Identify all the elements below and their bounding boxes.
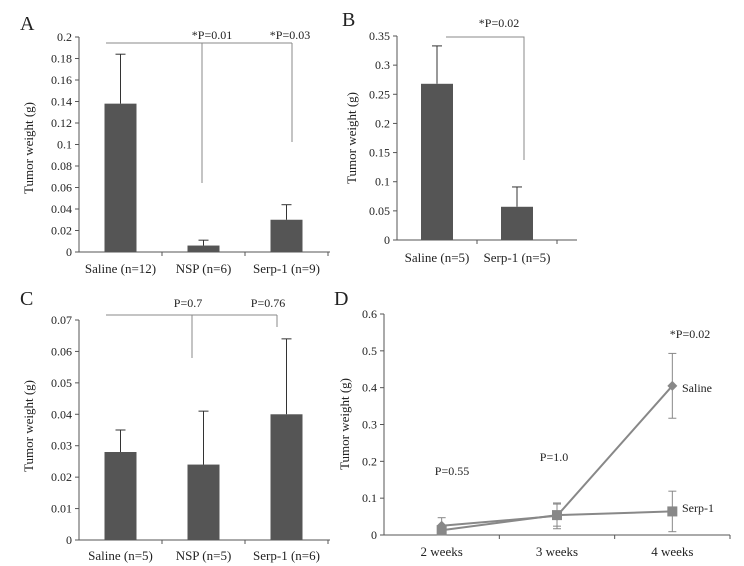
panel-a-ylabel: Tumor weight (g)	[21, 102, 36, 194]
panel-b-y-tick-label: 0.05	[369, 204, 390, 218]
panel-d-y-tick-label: 0.2	[362, 454, 377, 468]
panel-c-categories: Saline (n=5) NSP (n=5) Serp-1 (n=6)	[88, 540, 329, 563]
panel-b-y-tick-label: 0.15	[369, 146, 390, 160]
panel-c-pvalue-serp1: P=0.76	[251, 296, 285, 310]
panel-d-y-tick-label: 0.3	[362, 418, 377, 432]
panel-b-chart: Tumor weight (g) 00.050.10.150.20.250.30…	[344, 16, 577, 265]
panel-d-series	[436, 352, 678, 536]
panel-letter-c: C	[20, 288, 33, 310]
panel-letter-b: B	[342, 9, 355, 31]
panel-a-y-tick-label: 0.02	[51, 224, 72, 238]
panel-d-x-ticks: 2 weeks 3 weeks 4 weeks	[421, 535, 731, 559]
panel-c-category-label: NSP (n=5)	[176, 548, 232, 563]
panel-c-y-tick-label: 0.04	[51, 407, 72, 421]
panel-a-bars	[104, 53, 303, 253]
panel-b-y-tick-label: 0.25	[369, 87, 390, 101]
panel-d-pvalue-4wk: *P=0.02	[670, 327, 710, 341]
panel-c-bracket	[106, 314, 278, 358]
panel-a-y-ticks: 0 0.02 0.04 0.06 0.08 0.1 0.12 0.14 0.16 0.18 0.2	[51, 30, 330, 259]
panel-b-y-ticks: 0 0.05 0.1 0.15 0.2 0.25 0.3 0.35	[369, 29, 577, 247]
panel-a-bar	[270, 219, 303, 252]
panel-d-pvalue-2wk: P=0.55	[435, 464, 469, 478]
panel-c-bars	[104, 338, 303, 540]
panel-a-bar	[187, 245, 220, 252]
panel-a-pvalue-nsp: *P=0.01	[192, 28, 232, 42]
panel-a-bracket	[106, 42, 293, 183]
panel-d-y-tick-label: 0.4	[362, 381, 377, 395]
panel-c-ylabel: Tumor weight (g)	[21, 380, 36, 472]
panel-d-label-saline: Saline	[682, 381, 712, 395]
panel-d-x-tick-label: 4 weeks	[651, 544, 693, 559]
panel-d-y-tick-label: 0.6	[362, 307, 377, 321]
panel-a-y-tick-label: 0.16	[51, 73, 72, 87]
panel-d-point-saline	[667, 380, 678, 391]
panel-b-y-tick-label: 0.3	[375, 58, 390, 72]
panel-d-label-serp1: Serp-1	[682, 501, 714, 515]
panel-d-point-serp-1	[667, 506, 678, 517]
panel-a-y-tick-label: 0.2	[57, 30, 72, 44]
panel-b-ylabel: Tumor weight (g)	[344, 92, 359, 184]
panel-c-bar	[187, 464, 220, 540]
panel-b-categories: Saline (n=5) Serp-1 (n=5)	[405, 240, 558, 265]
panel-b-bar	[501, 206, 533, 240]
panel-b-y-tick-label: 0.35	[369, 29, 390, 43]
panel-b-bar	[421, 83, 453, 241]
panel-a-y-tick-label: 0.04	[51, 202, 72, 216]
panel-a-categories: Saline (n=12) NSP (n=6) Serp-1 (n=9)	[85, 252, 329, 276]
panel-d-point-serp-1	[436, 525, 447, 536]
panel-c-y-tick-label: 0.03	[51, 439, 72, 453]
panel-a-y-tick-label: 0	[66, 245, 72, 259]
panel-c-y-tick-label: 0.01	[51, 502, 72, 516]
panel-c-y-tick-label: 0.02	[51, 470, 72, 484]
panel-b-pvalue: *P=0.02	[479, 16, 519, 30]
panel-a-y-tick-label: 0.08	[51, 159, 72, 173]
panel-a-y-tick-label: 0.06	[51, 181, 72, 195]
panel-a-y-tick-label: 0.18	[51, 52, 72, 66]
panel-a-category-label: Serp-1 (n=9)	[253, 261, 320, 276]
panel-c-y-tick-label: 0	[66, 533, 72, 547]
panel-letter-d: D	[334, 288, 348, 310]
panel-b-category-label: Serp-1 (n=5)	[484, 250, 551, 265]
panel-a-category-label: NSP (n=6)	[176, 261, 232, 276]
panel-c-chart: Tumor weight (g) 0 0.01 0.02 0.03 0.04 0.05 0.…	[21, 296, 330, 563]
panel-b-bracket	[446, 36, 525, 160]
panel-c-category-label: Serp-1 (n=6)	[253, 548, 320, 563]
panel-c-y-tick-label: 0.06	[51, 344, 72, 358]
panel-c-pvalue-nsp: P=0.7	[174, 296, 202, 310]
panel-c-bar	[270, 414, 303, 540]
panel-d-chart: Tumor weight (g) 0 0.1 0.2 0.3 0.4 0.5 0.6 2 w…	[337, 307, 731, 559]
panel-d-y-tick-label: 0.5	[362, 344, 377, 358]
panel-a-y-tick-label: 0.14	[51, 95, 72, 109]
panel-c-y-tick-label: 0.05	[51, 376, 72, 390]
panel-d-y-tick-label: 0.1	[362, 491, 377, 505]
panel-c-bar	[104, 452, 137, 540]
panel-a-pvalue-serp1: *P=0.03	[270, 28, 310, 42]
panel-b-bars	[421, 45, 533, 241]
panel-b-y-tick-label: 0.1	[375, 175, 390, 189]
panel-d-y-tick-label: 0	[371, 528, 377, 542]
panel-a-category-label: Saline (n=12)	[85, 261, 156, 276]
panel-d-point-serp-1	[552, 510, 562, 521]
panel-d-pvalue-3wk: P=1.0	[540, 450, 568, 464]
panel-b-y-tick-label: 0.2	[375, 116, 390, 130]
panel-letter-a: A	[20, 13, 35, 35]
panel-b-y-tick-label: 0	[384, 233, 390, 247]
panel-d-x-tick-label: 2 weeks	[421, 544, 463, 559]
panel-a-chart: Tumor weight (g) 0 0.02 0.04 0.06 0.08 0.1 0.1…	[21, 28, 330, 276]
panel-b-category-label: Saline (n=5)	[405, 250, 470, 265]
panel-d-ylabel: Tumor weight (g)	[337, 378, 352, 470]
panel-d-y-ticks: 0 0.1 0.2 0.3 0.4 0.5 0.6	[362, 307, 730, 542]
panel-a-y-tick-label: 0.12	[51, 116, 72, 130]
panel-c-y-tick-label: 0.07	[51, 313, 72, 327]
panel-d-x-tick-label: 3 weeks	[536, 544, 578, 559]
panel-a-y-tick-label: 0.1	[57, 138, 72, 152]
panel-a-bar	[104, 103, 137, 253]
panel-c-category-label: Saline (n=5)	[88, 548, 153, 563]
